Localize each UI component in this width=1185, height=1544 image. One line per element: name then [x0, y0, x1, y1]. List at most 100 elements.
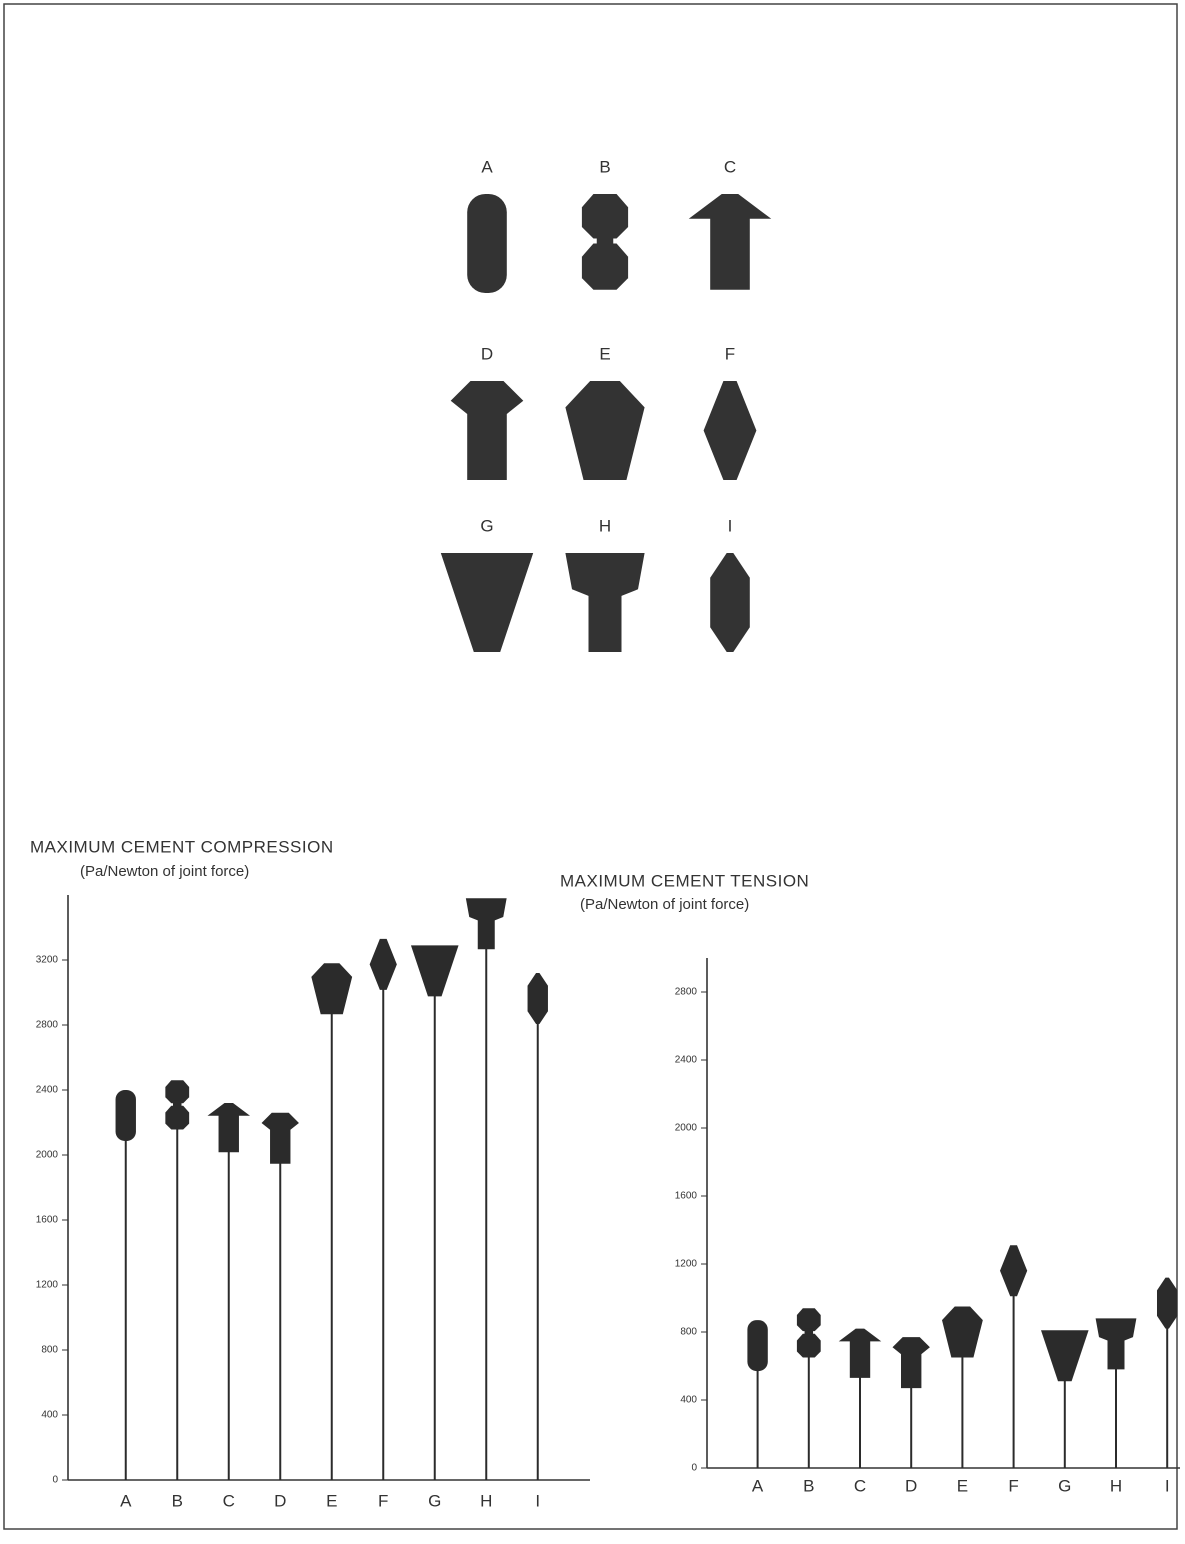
x-tick-label: G: [1058, 1476, 1071, 1495]
x-tick-label: H: [480, 1491, 492, 1510]
head: [796, 1308, 821, 1358]
shape: [467, 194, 507, 293]
x-tick-label: B: [803, 1476, 814, 1495]
x-tick-label: G: [428, 1491, 441, 1510]
chart-title: MAXIMUM CEMENT COMPRESSION: [30, 837, 334, 856]
head: [838, 1328, 882, 1378]
y-tick-label: 2800: [36, 1020, 59, 1031]
shape: [207, 1103, 250, 1153]
shape-label: I: [728, 516, 733, 535]
x-tick-label: H: [1110, 1476, 1122, 1495]
y-tick-label: 2800: [675, 987, 698, 998]
shape: [838, 1328, 882, 1378]
y-tick-label: 0: [52, 1475, 58, 1486]
lollipop: [1095, 1318, 1137, 1468]
shape-icon: [440, 553, 534, 652]
head: [527, 973, 548, 1024]
shape-icon: [710, 553, 750, 652]
lollipop: [410, 945, 459, 1480]
shape: [465, 898, 507, 950]
shape: [115, 1090, 136, 1141]
shape-label: H: [599, 516, 611, 535]
shape: [1041, 1330, 1089, 1382]
shape: [261, 1112, 299, 1164]
x-tick-label: I: [1165, 1476, 1170, 1495]
x-tick-label: C: [854, 1476, 866, 1495]
head: [1095, 1318, 1137, 1370]
shape: [527, 973, 548, 1024]
head: [1041, 1330, 1089, 1382]
head: [747, 1320, 768, 1372]
lollipop: [311, 963, 353, 1480]
head: [165, 1080, 190, 1130]
lollipop: [747, 1320, 768, 1468]
x-tick-label: E: [326, 1491, 337, 1510]
head: [261, 1112, 299, 1164]
head: [892, 1337, 930, 1389]
y-tick-label: 2400: [36, 1085, 59, 1096]
shape: [581, 243, 629, 290]
lollipop: [115, 1090, 136, 1480]
shape: [703, 381, 757, 480]
shape-icon: [565, 381, 645, 480]
shape: [892, 1337, 930, 1389]
y-tick-label: 1600: [36, 1215, 59, 1226]
chart: MAXIMUM CEMENT COMPRESSION (Pa/Newton of …: [30, 837, 590, 1510]
lollipop: [796, 1308, 821, 1468]
shape: [1095, 1318, 1137, 1370]
shape: [804, 1328, 814, 1337]
y-tick-label: 1200: [36, 1280, 59, 1291]
shape-label: B: [599, 157, 610, 176]
y-tick-label: 400: [41, 1410, 58, 1421]
shape-icon: [581, 194, 629, 290]
shape: [688, 194, 772, 290]
x-tick-label: F: [378, 1491, 388, 1510]
lollipop: [165, 1080, 190, 1480]
y-tick-label: 400: [680, 1395, 697, 1406]
lollipop: [207, 1103, 250, 1480]
shape: [369, 938, 397, 990]
x-tick-label: I: [535, 1491, 540, 1510]
y-tick-label: 3200: [36, 955, 59, 966]
shape: [796, 1308, 821, 1332]
y-tick-label: 0: [691, 1463, 697, 1474]
head: [1000, 1245, 1028, 1297]
lollipop: [261, 1112, 299, 1480]
shape: [942, 1306, 983, 1358]
lollipop: [892, 1337, 930, 1468]
shape: [565, 553, 645, 652]
head: [465, 898, 507, 950]
shape-icon: [450, 381, 524, 480]
x-tick-label: C: [223, 1491, 235, 1510]
shape: [450, 381, 524, 480]
shape: [165, 1105, 190, 1130]
head: [410, 945, 459, 997]
chart-title: MAXIMUM CEMENT TENSION: [560, 871, 809, 890]
lollipop: [465, 898, 507, 1480]
shape-label: G: [480, 516, 493, 535]
shape-label: D: [481, 344, 493, 363]
shape: [796, 1333, 821, 1358]
lollipop: [1041, 1330, 1089, 1468]
shape: [173, 1100, 182, 1109]
x-tick-label: A: [120, 1491, 132, 1510]
y-tick-label: 1600: [675, 1191, 698, 1202]
charts: MAXIMUM CEMENT COMPRESSION (Pa/Newton of …: [30, 837, 1180, 1510]
head: [311, 963, 353, 1015]
chart: MAXIMUM CEMENT TENSION (Pa/Newton of join…: [560, 871, 1180, 1495]
shape: [440, 553, 534, 652]
chart-subtitle: (Pa/Newton of joint force): [580, 896, 749, 913]
shape: [410, 945, 459, 997]
x-tick-label: D: [905, 1476, 917, 1495]
head: [942, 1306, 983, 1358]
shape-label: C: [724, 157, 736, 176]
shape: [565, 381, 645, 480]
chart-subtitle: (Pa/Newton of joint force): [80, 863, 249, 880]
y-tick-label: 800: [41, 1345, 58, 1356]
lollipop: [369, 938, 397, 1480]
shape: [581, 194, 629, 239]
shape-label: A: [481, 157, 493, 176]
frame: [3, 3, 1178, 1530]
head: [115, 1090, 136, 1141]
